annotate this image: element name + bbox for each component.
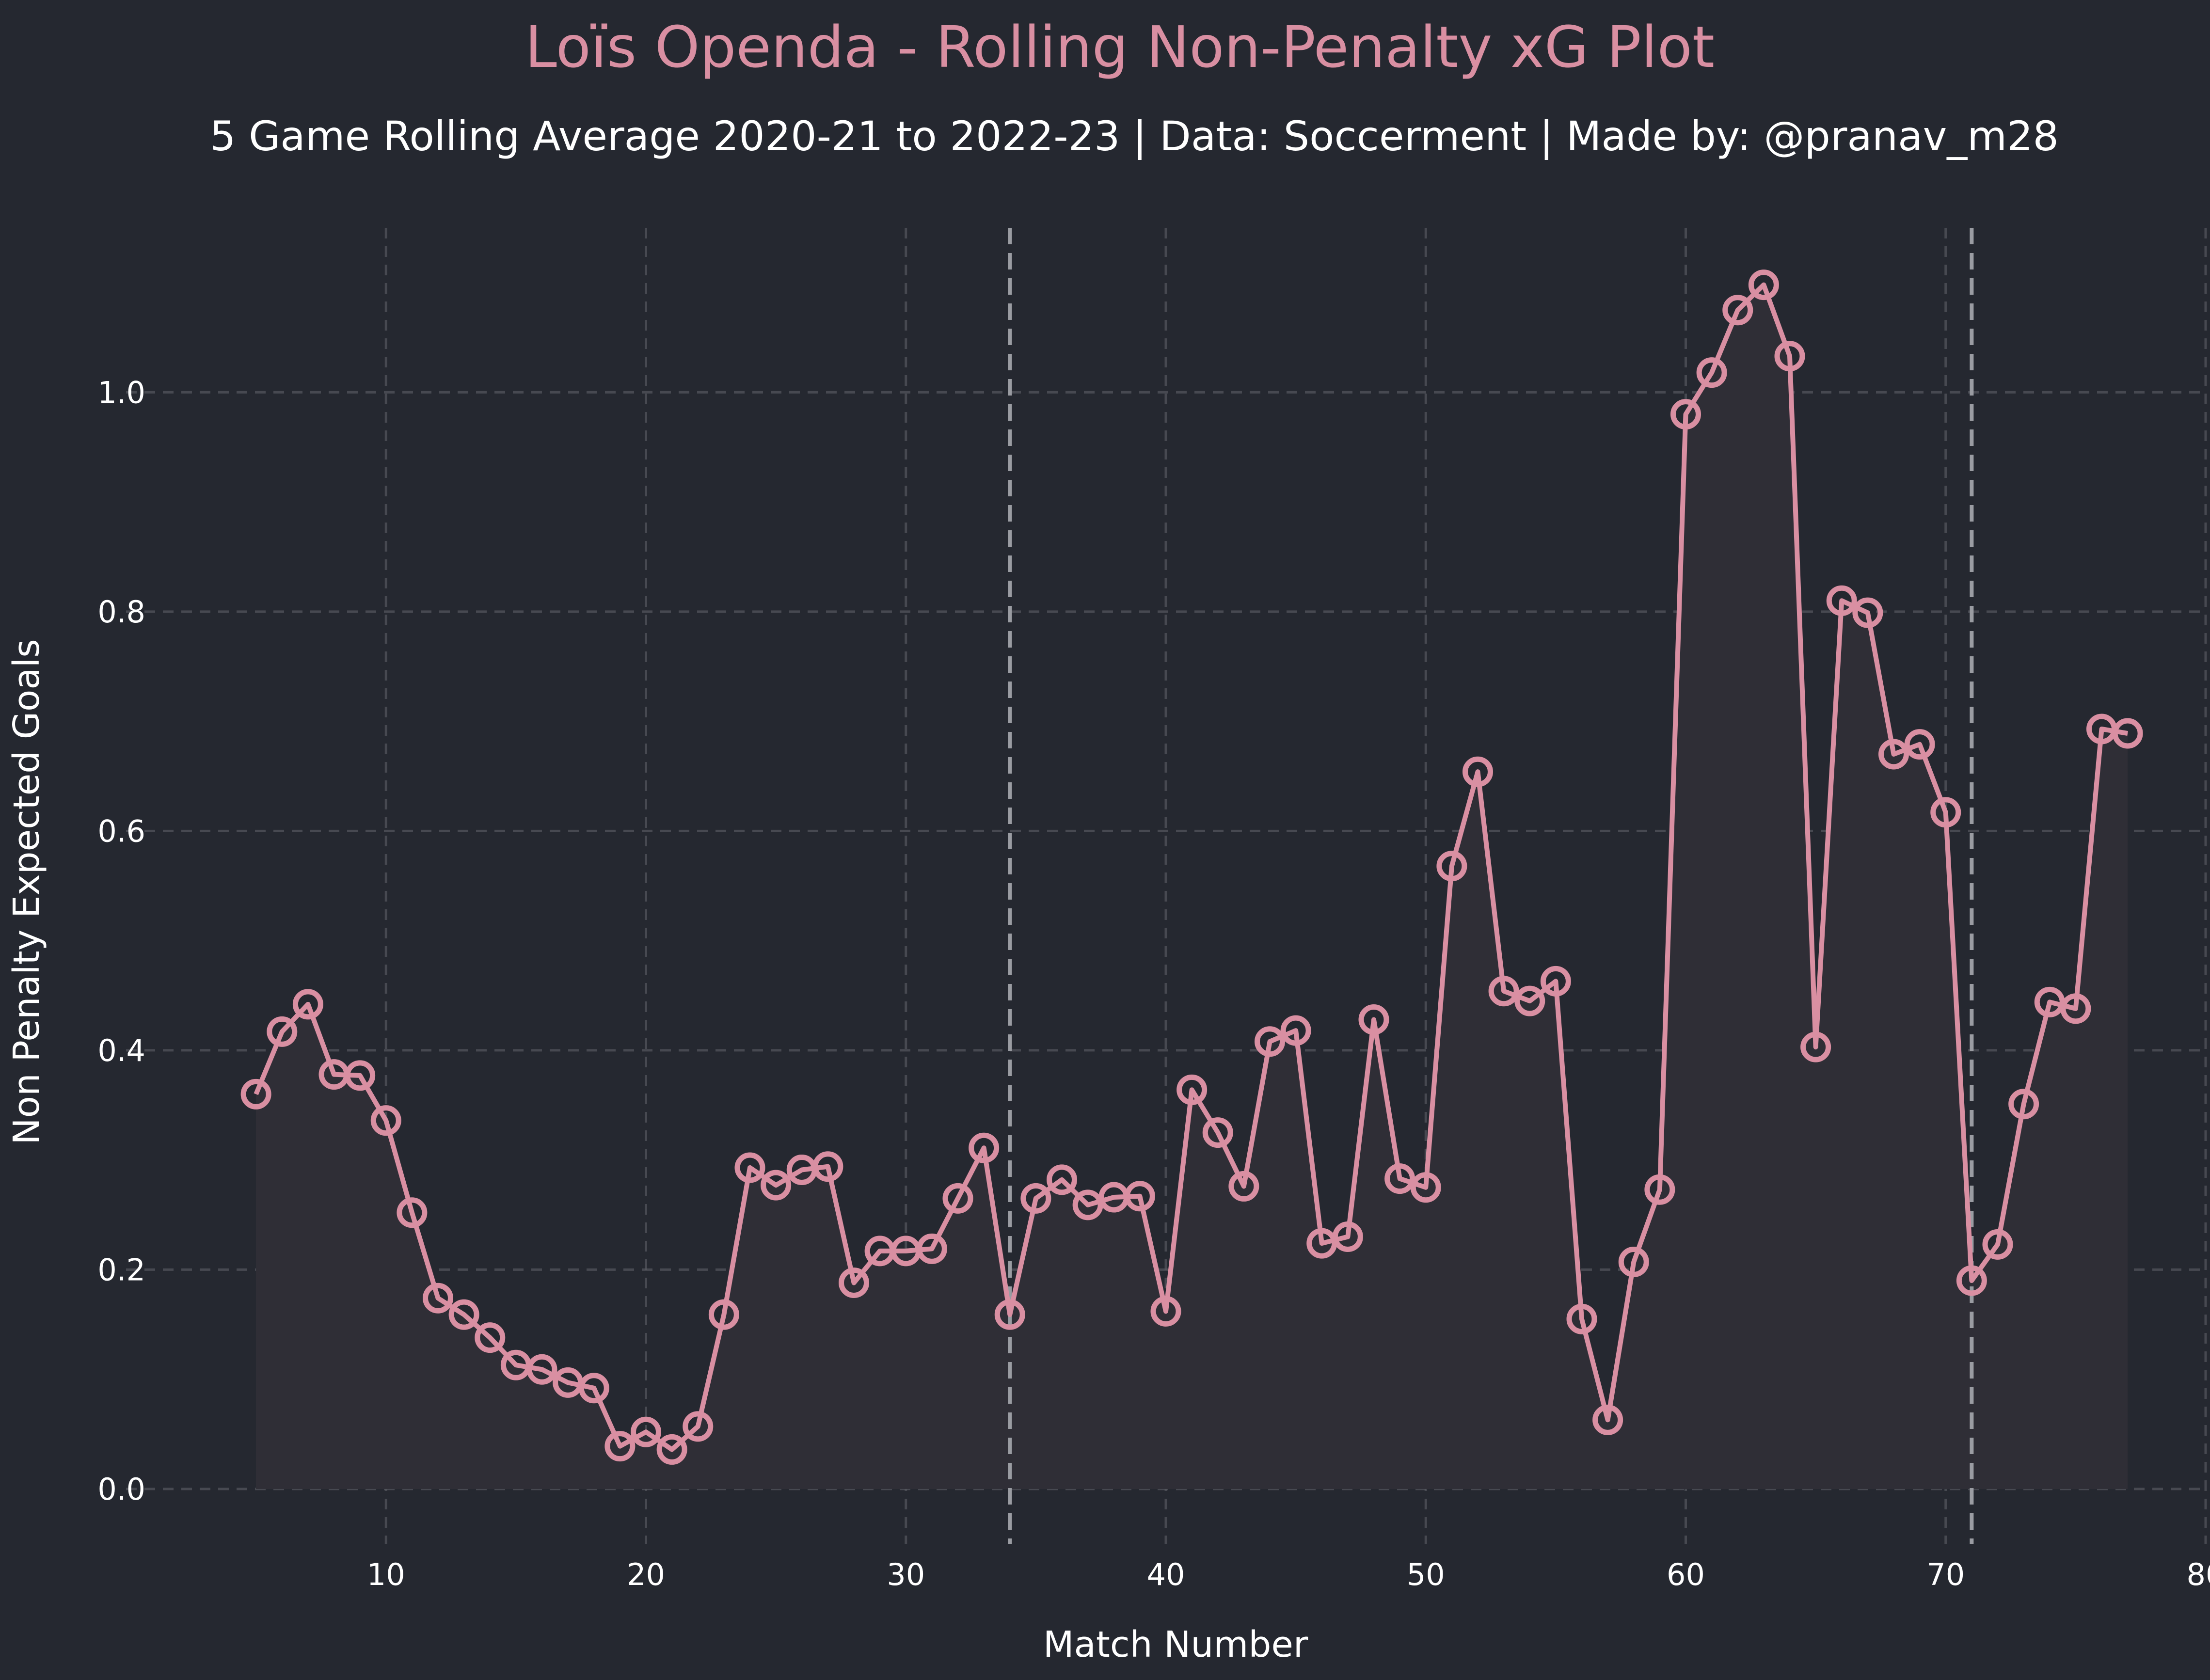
series-area	[256, 285, 2128, 1489]
y-tick-label: 0.0	[97, 1472, 145, 1507]
data-point	[1826, 585, 1857, 616]
data-point	[1540, 966, 1571, 997]
y-axis-label: Non Penalty Expected Goals	[6, 639, 48, 1145]
data-point	[994, 1299, 1025, 1330]
data-point	[683, 1411, 714, 1442]
x-tick-label: 70	[1926, 1557, 1965, 1592]
data-point	[1956, 1265, 1987, 1296]
x-axis-label: Match Number	[1043, 1624, 1308, 1665]
data-point	[761, 1170, 792, 1201]
data-point	[1488, 976, 1519, 1007]
y-tick-label: 1.0	[97, 375, 145, 410]
data-point	[708, 1299, 739, 1330]
x-tick-label: 40	[1147, 1557, 1185, 1592]
data-point	[1150, 1296, 1181, 1327]
data-point	[1514, 985, 1545, 1016]
data-point	[1930, 797, 1961, 828]
data-point	[1202, 1117, 1233, 1148]
data-point	[1904, 729, 1935, 760]
data-point	[2008, 1089, 2039, 1120]
data-point	[1618, 1247, 1649, 1278]
data-point	[1436, 851, 1467, 882]
data-point	[1177, 1074, 1208, 1105]
data-point	[475, 1322, 506, 1353]
data-point	[1047, 1164, 1077, 1195]
data-point	[292, 989, 323, 1020]
data-point	[969, 1132, 1000, 1163]
x-tick-label: 10	[367, 1557, 405, 1592]
y-tick-label: 0.2	[97, 1252, 145, 1287]
data-point	[1255, 1026, 1285, 1057]
y-tick-label: 0.8	[97, 594, 145, 630]
data-point	[942, 1183, 973, 1214]
data-point	[916, 1233, 947, 1264]
data-point	[1592, 1404, 1623, 1435]
chart-title: Loïs Openda - Rolling Non-Penalty xG Plo…	[525, 14, 1715, 80]
data-point	[370, 1105, 401, 1136]
x-tick-label: 80	[2187, 1557, 2210, 1592]
area-fill	[256, 285, 2128, 1489]
data-point	[1072, 1189, 1103, 1220]
x-tick-label: 60	[1667, 1557, 1705, 1592]
data-point	[1982, 1229, 2013, 1260]
data-point	[1644, 1174, 1675, 1205]
x-tick-labels: 10 20 30 40 50 60 70 80	[367, 1557, 2210, 1592]
data-point	[1774, 341, 1805, 372]
data-point	[1852, 597, 1883, 628]
data-point	[1566, 1303, 1597, 1334]
data-point	[1332, 1221, 1363, 1252]
data-point	[240, 1078, 271, 1109]
series-line-group	[254, 282, 2128, 1452]
data-point	[656, 1434, 687, 1465]
data-point	[578, 1373, 609, 1404]
data-point	[423, 1283, 453, 1314]
data-point	[1358, 1004, 1389, 1035]
data-point	[839, 1268, 869, 1299]
data-point	[448, 1299, 479, 1330]
data-point	[1878, 739, 1909, 770]
series-line	[254, 282, 2128, 1452]
data-point	[1463, 756, 1493, 787]
data-point	[267, 1016, 298, 1047]
data-point	[1748, 269, 1779, 301]
data-point	[2060, 993, 2091, 1024]
y-tick-label: 0.4	[97, 1033, 145, 1068]
data-point	[2112, 718, 2143, 749]
data-point	[1228, 1171, 1259, 1202]
data-point	[1410, 1172, 1441, 1203]
data-point	[526, 1354, 557, 1385]
x-tick-label: 30	[887, 1557, 925, 1592]
data-point	[1384, 1163, 1415, 1194]
data-point	[812, 1151, 843, 1182]
x-tick-label: 20	[627, 1557, 665, 1592]
data-point	[631, 1416, 661, 1447]
data-point	[345, 1060, 376, 1091]
data-point	[1124, 1181, 1155, 1212]
data-point	[1670, 399, 1701, 430]
y-tick-labels: 0.0 0.2 0.4 0.6 0.8 1.0	[97, 375, 145, 1507]
chart-subtitle: 5 Game Rolling Average 2020-21 to 2022-2…	[210, 112, 2059, 160]
data-points	[240, 269, 2143, 1465]
season-dividers	[1008, 228, 1974, 1544]
data-point	[1800, 1031, 1831, 1062]
data-point	[1020, 1183, 1051, 1214]
data-point	[734, 1152, 765, 1183]
data-point	[1696, 357, 1727, 388]
x-tick-label: 50	[1407, 1557, 1445, 1592]
y-tick-label: 0.6	[97, 813, 145, 849]
data-point	[1280, 1015, 1311, 1046]
data-point	[397, 1197, 428, 1228]
data-point	[1722, 295, 1753, 326]
data-point	[604, 1431, 636, 1462]
